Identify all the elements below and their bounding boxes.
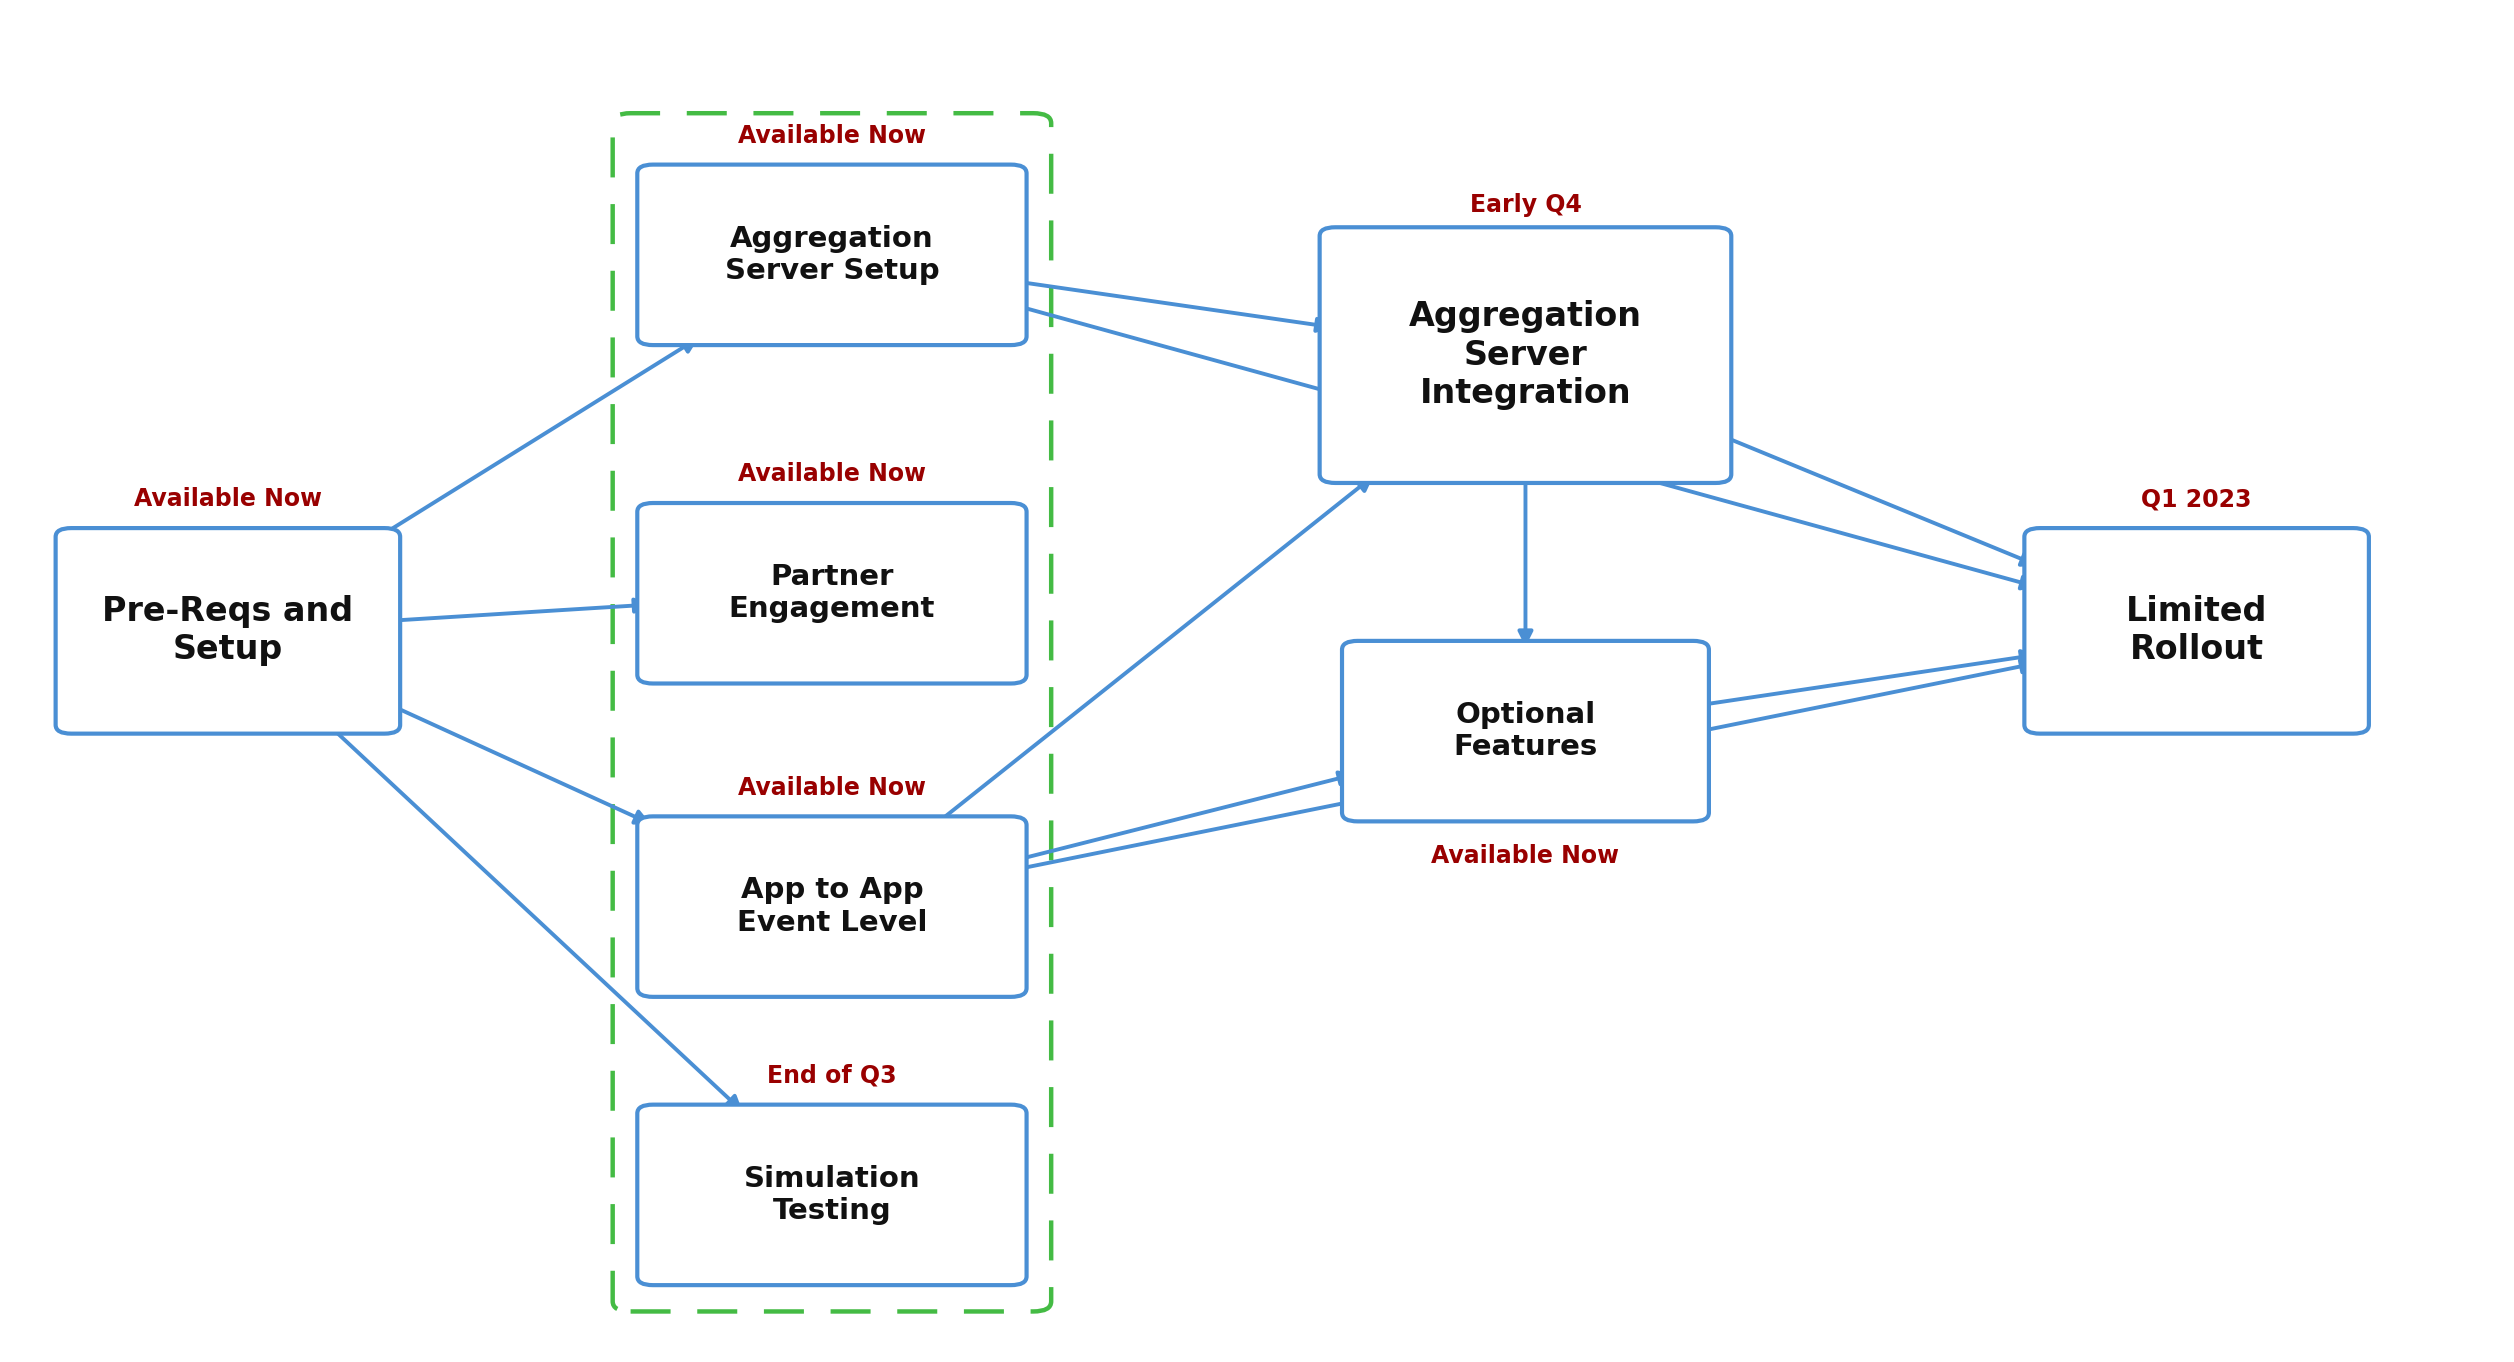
FancyBboxPatch shape [636,503,1026,684]
Text: Available Now: Available Now [739,462,925,486]
Text: Available Now: Available Now [739,124,925,147]
Text: Available Now: Available Now [133,488,322,511]
Text: Q1 2023: Q1 2023 [2142,488,2253,511]
FancyBboxPatch shape [1320,227,1732,484]
Text: Aggregation
Server Setup: Aggregation Server Setup [724,225,940,285]
FancyBboxPatch shape [1342,642,1710,821]
Text: End of Q3: End of Q3 [767,1064,897,1088]
Text: Aggregation
Server
Integration: Aggregation Server Integration [1408,301,1642,410]
Text: Available Now: Available Now [739,775,925,799]
Text: Partner
Engagement: Partner Engagement [729,563,935,624]
Text: Limited
Rollout: Limited Rollout [2127,595,2268,666]
FancyBboxPatch shape [55,528,400,734]
Text: App to App
Event Level: App to App Event Level [737,876,928,937]
Text: Available Now: Available Now [1430,844,1619,869]
FancyBboxPatch shape [636,1105,1026,1286]
Text: Simulation
Testing: Simulation Testing [744,1165,920,1224]
Text: Early Q4: Early Q4 [1471,192,1581,217]
FancyBboxPatch shape [2024,528,2368,734]
FancyBboxPatch shape [636,165,1026,345]
Text: Pre-Reqs and
Setup: Pre-Reqs and Setup [103,595,354,666]
FancyBboxPatch shape [636,816,1026,997]
Text: Optional
Features: Optional Features [1453,701,1596,761]
